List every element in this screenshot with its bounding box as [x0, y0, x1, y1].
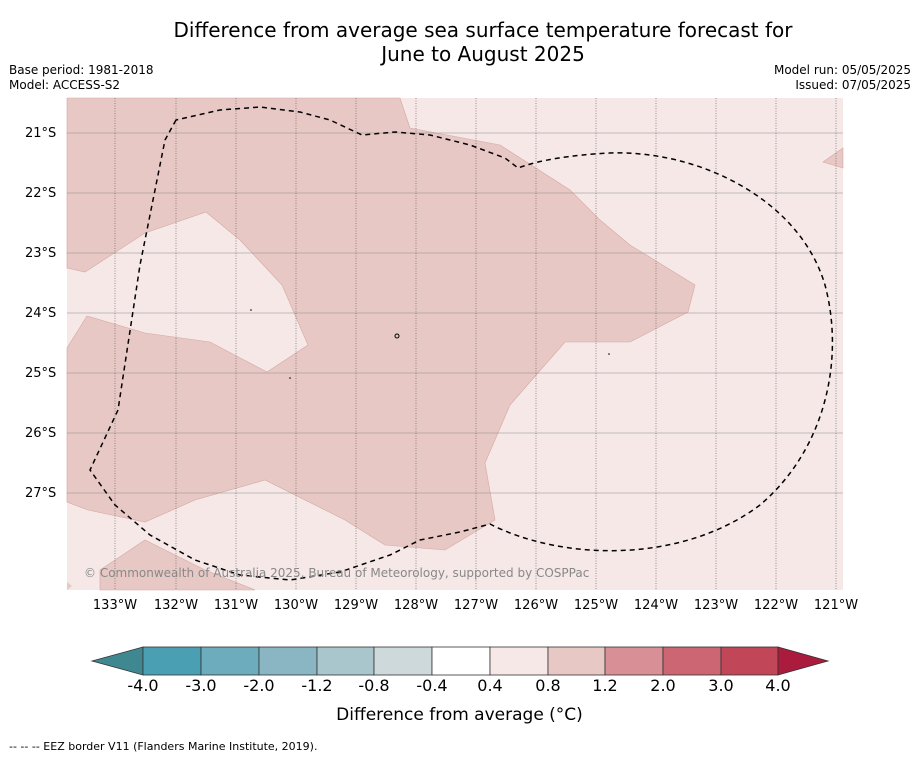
- cb-tick-1-2: 1.2: [592, 676, 618, 695]
- colorbar-bin-7: [489, 646, 549, 676]
- lon-label-121w: 121°W: [813, 598, 859, 613]
- lon-label-123w: 123°W: [693, 598, 739, 613]
- meta-right: Model run: 05/05/2025 Issued: 07/05/2025: [774, 63, 911, 93]
- eez-border: [89, 106, 834, 581]
- lat-label-27s: 27°S: [25, 486, 57, 501]
- title-line-2: June to August 2025: [381, 42, 585, 66]
- lon-label-130w: 130°W: [273, 598, 319, 613]
- lon-label-122w: 122°W: [753, 598, 799, 613]
- latitude-gridlines: [67, 132, 843, 494]
- colorbar-extend-low: [90, 646, 144, 676]
- copyright-text: © Commonwealth of Australia 2025, Bureau…: [84, 566, 589, 580]
- colorbar: [90, 646, 830, 676]
- meta-left: Base period: 1981-2018 Model: ACCESS-S2: [9, 63, 154, 93]
- lon-label-129w: 129°W: [333, 598, 379, 613]
- island-dot-2: [289, 377, 291, 379]
- lon-label-128w: 128°W: [393, 598, 439, 613]
- model-name: Model: ACCESS-S2: [9, 78, 121, 92]
- cb-tick-4-0: 4.0: [765, 676, 791, 695]
- cb-tick-m3-0: -3.0: [185, 676, 217, 695]
- cb-tick-m0-8: -0.8: [358, 676, 390, 695]
- title-line-1: Difference from average sea surface temp…: [173, 18, 793, 42]
- cb-tick-m0-4: -0.4: [416, 676, 448, 695]
- map-area: © Commonwealth of Australia 2025, Bureau…: [66, 97, 844, 591]
- lon-label-131w: 131°W: [213, 598, 259, 613]
- anomaly-medium-region-south: [99, 539, 256, 591]
- lon-label-133w: 133°W: [92, 598, 138, 613]
- cb-tick-m1-2: -1.2: [301, 676, 333, 695]
- issued-date: Issued: 07/05/2025: [795, 78, 911, 92]
- colorbar-bin-3: [258, 646, 318, 676]
- cb-tick-2-0: 2.0: [650, 676, 676, 695]
- colorbar-bin-9: [604, 646, 664, 676]
- cb-tick-m4-0: -4.0: [127, 676, 159, 695]
- colorbar-bin-2: [200, 646, 260, 676]
- cb-tick-m2-0: -2.0: [243, 676, 275, 695]
- footnote: -- -- -- EEZ border V11 (Flanders Marine…: [9, 740, 318, 753]
- anomaly-medium-region-main: [66, 97, 696, 551]
- lon-label-132w: 132°W: [153, 598, 199, 613]
- colorbar-extend-high: [777, 646, 830, 676]
- lon-label-124w: 124°W: [633, 598, 679, 613]
- model-run: Model run: 05/05/2025: [773, 63, 911, 77]
- colorbar-label: Difference from average (°C): [336, 705, 583, 725]
- anomaly-medium-patch-east: [822, 147, 844, 169]
- chart-title: Difference from average sea surface temp…: [0, 18, 919, 66]
- island-dot-3: [608, 353, 610, 355]
- lat-label-22s: 22°S: [25, 186, 57, 201]
- colorbar-bin-8: [547, 646, 606, 676]
- island-marker: [394, 333, 400, 339]
- anomaly-medium-patch-corner: [67, 582, 72, 590]
- longitude-gridlines: [114, 98, 837, 590]
- colorbar-bin-4: [316, 646, 375, 676]
- lon-label-127w: 127°W: [453, 598, 499, 613]
- lat-label-26s: 26°S: [25, 426, 57, 441]
- colorbar-bin-11: [720, 646, 779, 676]
- lon-label-125w: 125°W: [573, 598, 619, 613]
- lat-label-24s: 24°S: [25, 306, 57, 321]
- base-period: Base period: 1981-2018: [9, 63, 154, 77]
- lat-label-23s: 23°S: [25, 246, 57, 261]
- lon-label-126w: 126°W: [513, 598, 559, 613]
- colorbar-bin-10: [662, 646, 722, 676]
- colorbar-bin-1: [142, 646, 202, 676]
- cb-tick-0-8: 0.8: [535, 676, 561, 695]
- cb-tick-3-0: 3.0: [708, 676, 734, 695]
- island-dot-1: [250, 309, 252, 311]
- lat-label-21s: 21°S: [25, 126, 57, 141]
- cb-tick-0-4: 0.4: [477, 676, 503, 695]
- colorbar-bin-6: [431, 646, 491, 676]
- colorbar-bin-5: [373, 646, 433, 676]
- lat-label-25s: 25°S: [25, 366, 57, 381]
